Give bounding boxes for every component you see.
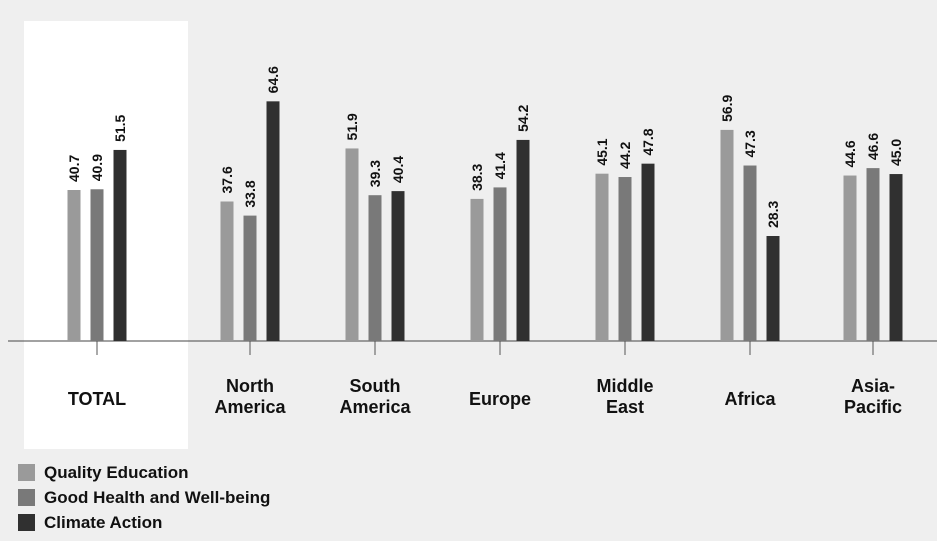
bar (67, 190, 81, 341)
bar (866, 168, 880, 341)
bar (113, 149, 127, 341)
legend-item: Good Health and Well-being (18, 485, 270, 510)
bar (743, 165, 757, 341)
x-tick-label: North America (214, 376, 286, 417)
bar (368, 195, 382, 341)
bar (618, 177, 632, 341)
data-label: 40.9 (89, 154, 105, 181)
data-label: 56.9 (719, 94, 735, 121)
x-tick-label: Europe (469, 389, 531, 409)
data-label: 45.1 (594, 138, 610, 165)
bar (641, 163, 655, 341)
x-tick-label: Africa (724, 389, 776, 409)
total-highlight-panel (24, 21, 188, 449)
bar (266, 101, 280, 341)
data-label: 33.8 (242, 180, 258, 207)
data-label: 40.7 (66, 155, 82, 182)
bar (243, 215, 257, 341)
legend-item: Quality Education (18, 460, 270, 485)
data-label: 46.6 (865, 133, 881, 160)
legend: Quality Education Good Health and Well-be… (18, 460, 270, 535)
legend-swatch (18, 464, 35, 481)
legend-item: Climate Action (18, 510, 270, 535)
legend-label: Good Health and Well-being (44, 487, 271, 507)
x-tick-label: TOTAL (68, 389, 126, 409)
legend-swatch (18, 489, 35, 506)
bar (595, 173, 609, 341)
bar (516, 139, 530, 341)
data-label: 41.4 (492, 152, 508, 179)
bar (843, 175, 857, 341)
data-label: 47.3 (742, 130, 758, 157)
bar (766, 236, 780, 341)
data-label: 51.5 (112, 114, 128, 141)
bar (493, 187, 507, 341)
legend-swatch (18, 514, 35, 531)
x-tick-label: Middle East (597, 376, 654, 417)
data-label: 64.6 (265, 66, 281, 93)
data-label: 38.3 (469, 163, 485, 190)
bar (391, 191, 405, 341)
bar (470, 198, 484, 341)
data-label: 37.6 (219, 166, 235, 193)
x-tick-label: South America (339, 376, 411, 417)
data-label: 40.4 (390, 156, 406, 183)
bar (889, 174, 903, 341)
bar (345, 148, 359, 341)
data-label: 44.2 (617, 142, 633, 169)
x-tick-label: Asia-Pacific (844, 376, 902, 417)
data-label: 54.2 (515, 104, 531, 131)
bar (90, 189, 104, 341)
data-label: 39.3 (367, 160, 383, 187)
data-label: 45.0 (888, 139, 904, 166)
legend-label: Climate Action (44, 512, 163, 532)
data-label: 51.9 (344, 113, 360, 140)
bar (220, 201, 234, 341)
data-label: 28.3 (765, 201, 781, 228)
data-label: 44.6 (842, 140, 858, 167)
bar (720, 129, 734, 341)
data-label: 47.8 (640, 128, 656, 155)
legend-label: Quality Education (44, 462, 189, 482)
